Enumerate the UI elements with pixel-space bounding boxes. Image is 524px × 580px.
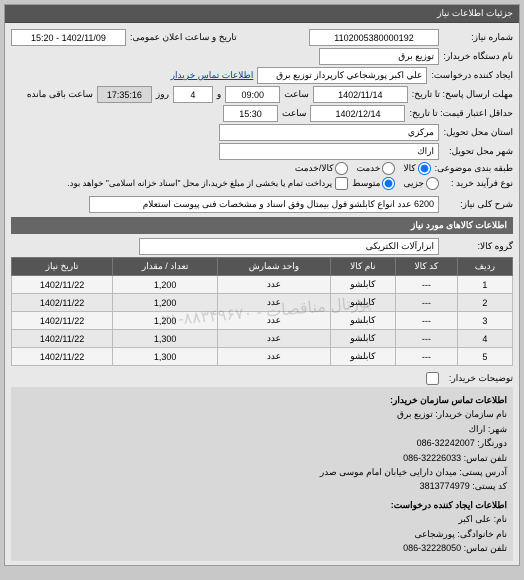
request-no-field[interactable] bbox=[309, 29, 439, 46]
deadline-time-label: ساعت bbox=[284, 89, 309, 100]
items-table: ردیفکد کالانام کالاواحد شمارشتعداد / مقد… bbox=[11, 257, 513, 366]
deadline-time-field[interactable] bbox=[225, 86, 280, 103]
table-header: نام کالا bbox=[330, 258, 395, 276]
deadline-label: مهلت ارسال پاسخ: تا تاریخ: bbox=[412, 89, 513, 100]
org-info-block: اطلاعات تماس سازمان خریدار: نام سازمان خ… bbox=[11, 387, 513, 561]
remain-day-label: روز bbox=[156, 89, 169, 100]
goods-section-header: اطلاعات کالاهای مورد نیاز bbox=[11, 217, 513, 234]
creator-field[interactable] bbox=[257, 67, 427, 84]
org-title: اطلاعات تماس سازمان خریدار: bbox=[17, 393, 507, 407]
pack-radio-group: کالا خدمت کالا/خدمت bbox=[295, 162, 431, 175]
details-panel: جزئیات اطلاعات نیاز شماره نیاز: تاریخ و … bbox=[4, 4, 520, 566]
remain-suffix: ساعت باقی مانده bbox=[27, 89, 93, 100]
validity-date-field[interactable] bbox=[310, 105, 405, 122]
announce-label: تاریخ و ساعت اعلان عمومی: bbox=[130, 32, 237, 43]
process-radio-medium[interactable] bbox=[382, 177, 395, 190]
pack-radio-goods[interactable] bbox=[418, 162, 431, 175]
pack-radio-service[interactable] bbox=[382, 162, 395, 175]
process-note: پرداخت تمام یا بخشی از مبلغ خرید،از محل … bbox=[67, 178, 332, 189]
table-header: تعداد / مقدار bbox=[113, 258, 218, 276]
group-label: گروه کالا: bbox=[443, 241, 513, 252]
panel-title: جزئیات اطلاعات نیاز bbox=[5, 5, 519, 23]
contact-link[interactable]: اطلاعات تماس خریدار bbox=[171, 70, 254, 81]
province-field[interactable] bbox=[219, 124, 439, 141]
req-title: اطلاعات ایجاد کننده درخواست: bbox=[17, 498, 507, 512]
group-field[interactable] bbox=[139, 238, 439, 255]
city-field[interactable] bbox=[219, 143, 439, 160]
table-row[interactable]: 4---كابلشوعدد1,3001402/11/22 bbox=[12, 330, 513, 348]
table-header: کد کالا bbox=[395, 258, 457, 276]
remain-days-field[interactable] bbox=[173, 86, 213, 103]
city-label: شهر محل تحویل: bbox=[443, 146, 513, 157]
validity-time-label: ساعت bbox=[282, 108, 307, 119]
table-header: واحد شمارش bbox=[218, 258, 331, 276]
pack-radio-both[interactable] bbox=[335, 162, 348, 175]
buyer-field[interactable] bbox=[319, 48, 439, 65]
desc-label: شرح کلی نیاز: bbox=[443, 199, 513, 210]
table-row[interactable]: 3---كابلشوعدد1,2001402/11/22 bbox=[12, 312, 513, 330]
table-row[interactable]: 5---كابلشوعدد1,3001402/11/22 bbox=[12, 348, 513, 366]
process-radio-small[interactable] bbox=[426, 177, 439, 190]
remain-and: و bbox=[217, 89, 221, 100]
table-row[interactable]: 1---كابلشوعدد1,2001402/11/22 bbox=[12, 276, 513, 294]
table-header: ردیف bbox=[457, 258, 512, 276]
validity-time-field[interactable] bbox=[223, 105, 278, 122]
table-header: تاریخ نیاز bbox=[12, 258, 113, 276]
table-row[interactable]: 2---كابلشوعدد1,2001402/11/22 bbox=[12, 294, 513, 312]
validity-label: حداقل اعتبار قیمت: تا تاریخ: bbox=[409, 108, 513, 119]
buyer-label: نام دستگاه خریدار: bbox=[443, 51, 513, 62]
buyer-desc-label: توضیحات خریدار: bbox=[443, 373, 513, 384]
pack-label: طبقه بندی موضوعی: bbox=[435, 163, 513, 174]
remain-time-field[interactable] bbox=[97, 86, 152, 103]
process-radio-group: جزیی متوسط bbox=[352, 177, 439, 190]
process-label: نوع فرآیند خرید : bbox=[443, 178, 513, 189]
creator-label: ایجاد کننده درخواست: bbox=[431, 70, 513, 81]
province-label: استان محل تحویل: bbox=[443, 127, 513, 138]
deadline-date-field[interactable] bbox=[313, 86, 408, 103]
buyer-desc-checkbox[interactable] bbox=[426, 372, 439, 385]
treasury-checkbox[interactable] bbox=[335, 177, 348, 190]
announce-field[interactable] bbox=[11, 29, 126, 46]
request-no-label: شماره نیاز: bbox=[443, 32, 513, 43]
desc-field[interactable] bbox=[89, 196, 439, 213]
